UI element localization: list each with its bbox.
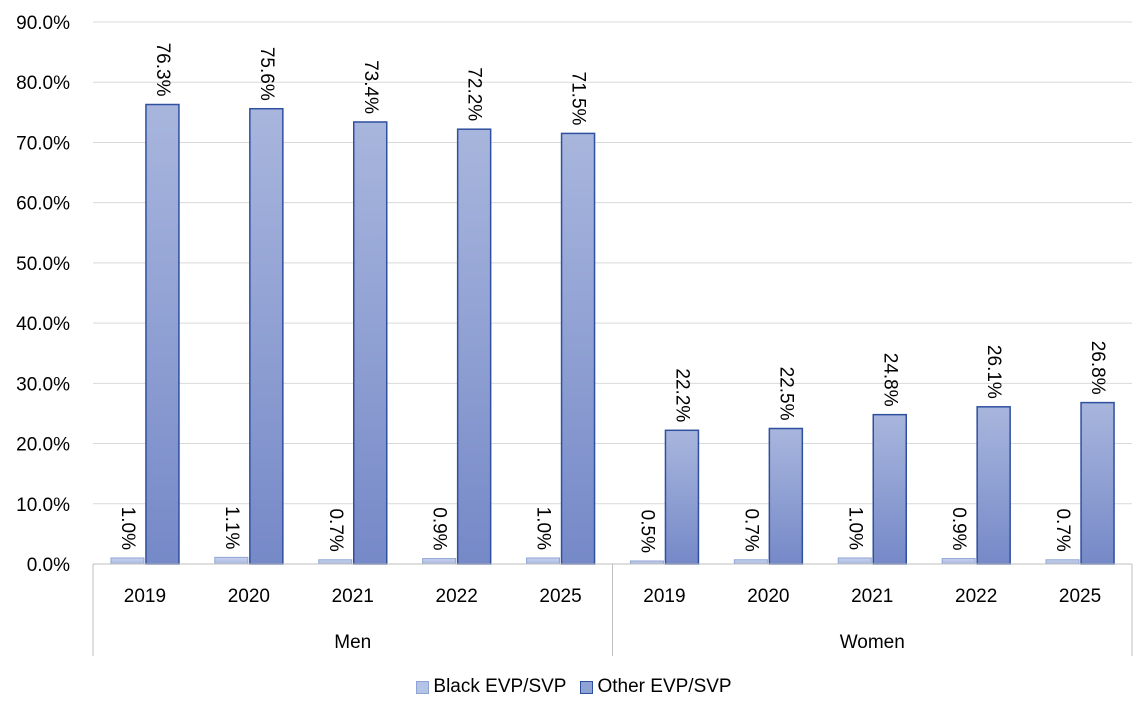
legend: Black EVP/SVP Other EVP/SVP: [0, 676, 1148, 698]
y-tick-label: 0.0%: [27, 555, 70, 576]
bar-black[interactable]: [318, 559, 353, 565]
bar-black[interactable]: [837, 557, 872, 565]
y-tick-label: 70.0%: [16, 133, 70, 154]
group-label: Women: [840, 632, 905, 653]
bar-other[interactable]: [768, 427, 804, 565]
bar-other[interactable]: [249, 107, 284, 565]
bar-other[interactable]: [560, 132, 596, 565]
data-label: 0.5%: [636, 510, 657, 553]
y-tick-label: 20.0%: [16, 435, 70, 456]
data-label: 75.6%: [256, 47, 277, 101]
x-tick-label: 2021: [851, 586, 893, 607]
data-label: 26.1%: [983, 345, 1004, 399]
legend-item-other[interactable]: Other EVP/SVP: [580, 676, 732, 698]
y-tick-label: 30.0%: [16, 374, 70, 395]
y-tick-label: 80.0%: [16, 73, 70, 94]
bar-other[interactable]: [353, 121, 388, 565]
bar-other[interactable]: [976, 406, 1011, 565]
bar-other[interactable]: [1080, 401, 1115, 565]
bar-black[interactable]: [214, 556, 249, 565]
bar-black[interactable]: [422, 558, 457, 565]
x-tick-label: 2025: [539, 586, 581, 607]
data-label: 0.7%: [740, 508, 761, 551]
data-label: 22.5%: [775, 367, 796, 421]
data-label: 73.4%: [360, 60, 381, 114]
chart-plot: 1.0% 76.3% 1.1% 75.6% 0.7% 73.4% 0.9% 72.2% 1.0%…: [16, 13, 1133, 656]
legend-item-black[interactable]: Black EVP/SVP: [416, 676, 566, 698]
bar-black[interactable]: [1045, 559, 1080, 565]
legend-swatch-black: [416, 680, 430, 694]
data-label: 72.2%: [464, 67, 485, 121]
y-tick-label: 40.0%: [16, 314, 70, 335]
bar-other[interactable]: [664, 429, 700, 565]
data-label: 1.0%: [533, 507, 554, 550]
data-label: 0.9%: [429, 507, 450, 550]
x-tick-label: 2019: [643, 586, 685, 607]
legend-swatch-other: [580, 680, 594, 694]
x-tick-label: 2025: [1059, 586, 1101, 607]
bar-other[interactable]: [872, 413, 907, 565]
x-tick-label: 2020: [228, 586, 270, 607]
data-label: 0.7%: [325, 508, 346, 551]
x-tick-label: 2020: [747, 586, 789, 607]
y-tick-label: 10.0%: [16, 495, 70, 516]
bar-black[interactable]: [733, 559, 768, 565]
x-tick-label: 2022: [436, 586, 478, 607]
bar-black[interactable]: [526, 557, 561, 565]
x-tick-label: 2022: [955, 586, 997, 607]
data-label: 22.2%: [671, 368, 692, 422]
data-label: 1.0%: [117, 507, 138, 550]
group-label: Men: [334, 632, 371, 653]
data-label: 71.5%: [568, 72, 589, 126]
data-label: 26.8%: [1087, 341, 1108, 395]
x-tick-label: 2019: [124, 586, 166, 607]
bar-other[interactable]: [145, 103, 180, 565]
data-label: 0.9%: [948, 507, 969, 550]
bar-other[interactable]: [456, 128, 492, 565]
data-label: 1.0%: [844, 507, 865, 550]
x-tick-label: 2021: [332, 586, 374, 607]
data-label: 24.8%: [879, 353, 900, 407]
bar-black[interactable]: [110, 557, 145, 565]
data-label: 1.1%: [221, 506, 242, 549]
bar-black[interactable]: [941, 558, 976, 565]
data-label: 0.7%: [1052, 508, 1073, 551]
data-label: 76.3%: [152, 43, 173, 97]
y-tick-label: 50.0%: [16, 254, 70, 275]
y-tick-label: 90.0%: [16, 13, 70, 34]
legend-label-other: Other EVP/SVP: [597, 676, 732, 697]
legend-label-black: Black EVP/SVP: [433, 676, 567, 697]
y-tick-label: 60.0%: [16, 194, 70, 215]
